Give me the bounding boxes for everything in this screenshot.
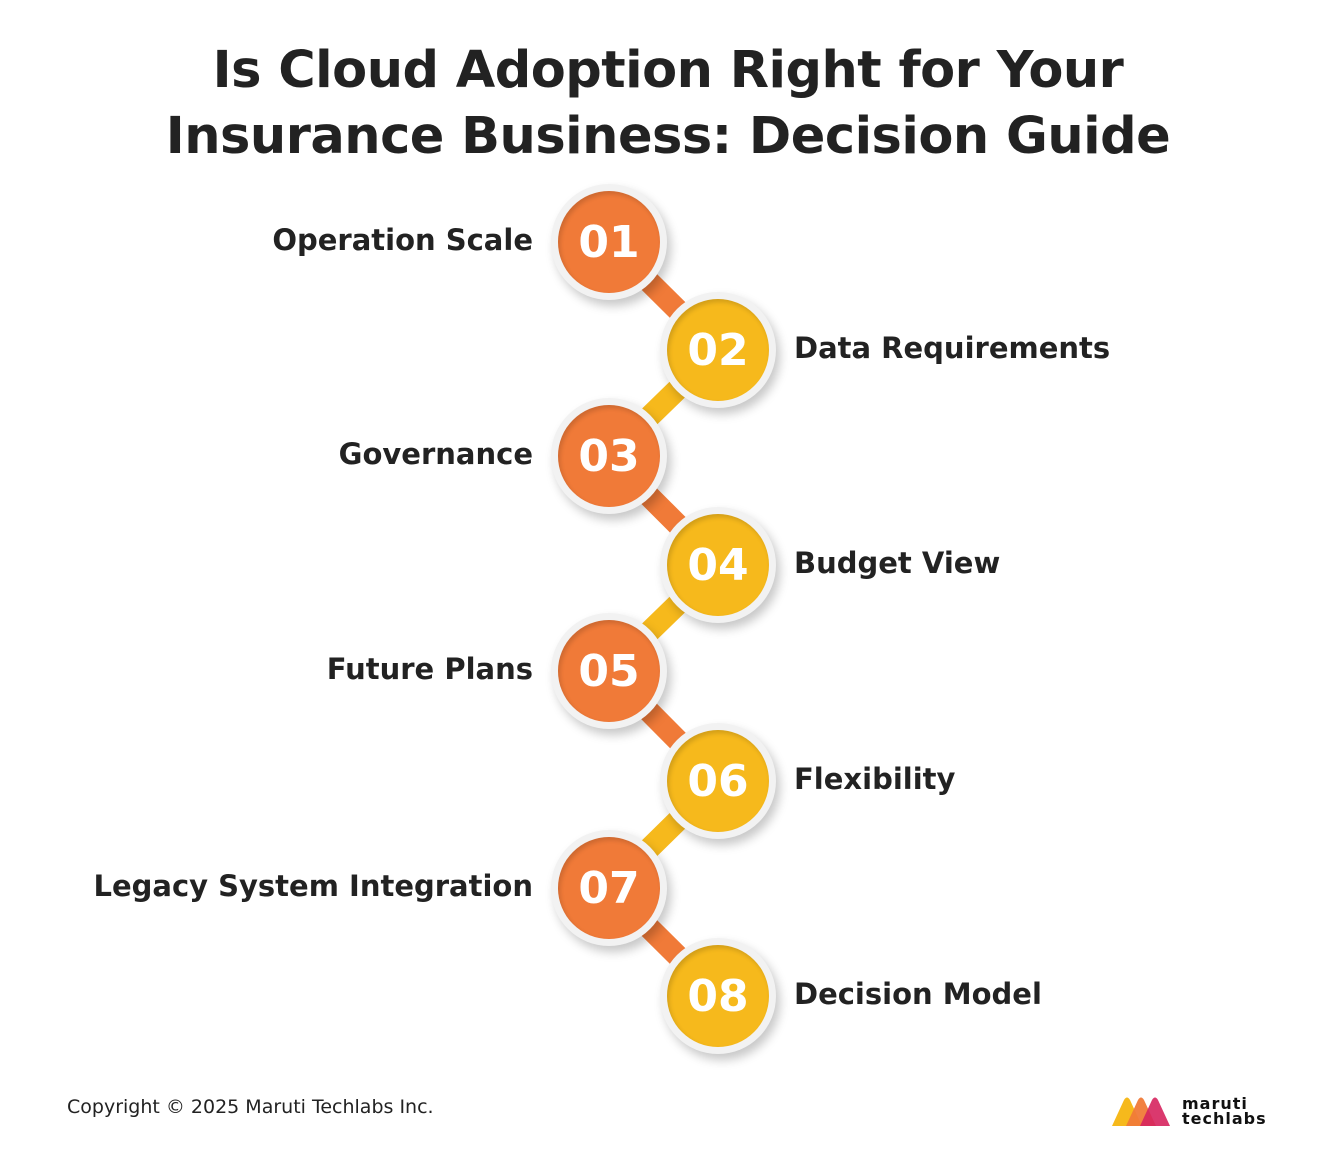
step-number: 08: [667, 945, 769, 1047]
step-circle-03: 03: [551, 398, 667, 514]
logo-mark-icon: [1112, 1097, 1170, 1126]
step-label: Operation Scale: [272, 223, 533, 257]
logo-text: maruti techlabs: [1182, 1094, 1267, 1128]
step-label: Legacy System Integration: [93, 869, 533, 903]
page-title: Is Cloud Adoption Right for Your Insuran…: [0, 38, 1336, 170]
step-number: 07: [558, 837, 660, 939]
step-label: Data Requirements: [794, 331, 1111, 365]
title-line-1: Is Cloud Adoption Right for Your: [212, 41, 1124, 100]
step-circle-08: 08: [660, 938, 776, 1054]
step-label: Budget View: [794, 546, 1001, 580]
step-number: 01: [558, 191, 660, 293]
step-number: 03: [558, 405, 660, 507]
step-number: 05: [558, 620, 660, 722]
copyright-text: Copyright © 2025 Maruti Techlabs Inc.: [67, 1096, 434, 1118]
step-circle-01: 01: [551, 184, 667, 300]
step-label: Future Plans: [326, 652, 533, 686]
step-label: Governance: [338, 437, 533, 471]
step-label: Flexibility: [794, 762, 956, 796]
title-line-2: Insurance Business: Decision Guide: [165, 107, 1171, 166]
step-number: 06: [667, 730, 769, 832]
step-label: Decision Model: [794, 977, 1042, 1011]
step-circle-02: 02: [660, 292, 776, 408]
step-number: 02: [667, 299, 769, 401]
company-logo: maruti techlabs: [1110, 1094, 1267, 1128]
step-circle-06: 06: [660, 723, 776, 839]
step-circle-07: 07: [551, 830, 667, 946]
step-number: 04: [667, 514, 769, 616]
step-circle-05: 05: [551, 613, 667, 729]
step-circle-04: 04: [660, 507, 776, 623]
